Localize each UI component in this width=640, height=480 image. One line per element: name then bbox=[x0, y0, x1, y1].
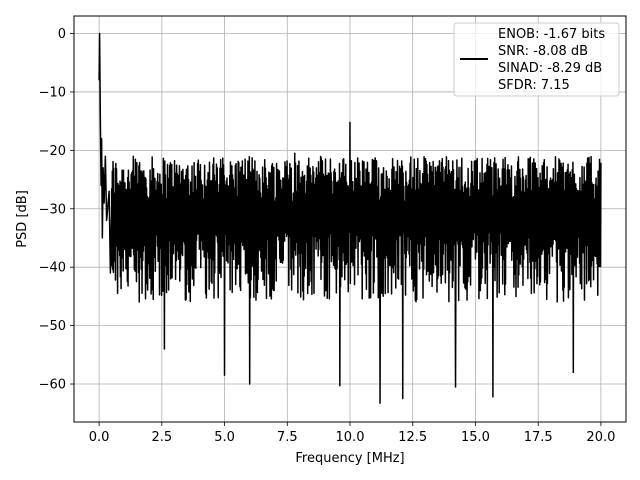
ticks bbox=[70, 33, 602, 426]
psd-series-line bbox=[98, 32, 602, 405]
x-axis-label: Frequency [MHz] bbox=[295, 451, 404, 466]
y-axis-label: PSD [dB] bbox=[15, 190, 30, 248]
y-tick-label: −20 bbox=[39, 144, 66, 159]
x-tick-label: 12.5 bbox=[398, 430, 427, 445]
tick-labels: 0.0 2.5 5.0 7.5 10.0 12.5 15.0 17.5 20.0 0 −10 −20 −… bbox=[39, 27, 616, 445]
legend-line-sinad: SINAD: -8.29 dB bbox=[498, 61, 602, 76]
x-tick-label: 20.0 bbox=[586, 430, 615, 445]
y-tick-label: −30 bbox=[39, 202, 66, 217]
x-tick-label: 7.5 bbox=[277, 430, 298, 445]
x-tick-label: 0.0 bbox=[89, 430, 110, 445]
legend-line-snr: SNR: -8.08 dB bbox=[498, 44, 588, 59]
legend: ENOB: -1.67 bits SNR: -8.08 dB SINAD: -8… bbox=[453, 22, 620, 97]
legend-box bbox=[453, 22, 620, 97]
y-tick-label: −50 bbox=[39, 319, 66, 334]
y-tick-label: 0 bbox=[58, 27, 66, 42]
legend-line-enob: ENOB: -1.67 bits bbox=[498, 27, 605, 42]
plot-frame bbox=[73, 15, 627, 423]
y-tick-label: −40 bbox=[39, 261, 66, 276]
x-tick-label: 15.0 bbox=[461, 430, 490, 445]
y-tick-label: −60 bbox=[39, 378, 66, 393]
y-tick-label: −10 bbox=[39, 85, 66, 100]
legend-line-sfdr: SFDR: 7.15 bbox=[498, 78, 570, 93]
x-tick-label: 5.0 bbox=[214, 430, 235, 445]
x-tick-label: 2.5 bbox=[151, 430, 172, 445]
x-tick-label: 10.0 bbox=[336, 430, 365, 445]
x-tick-label: 17.5 bbox=[524, 430, 553, 445]
